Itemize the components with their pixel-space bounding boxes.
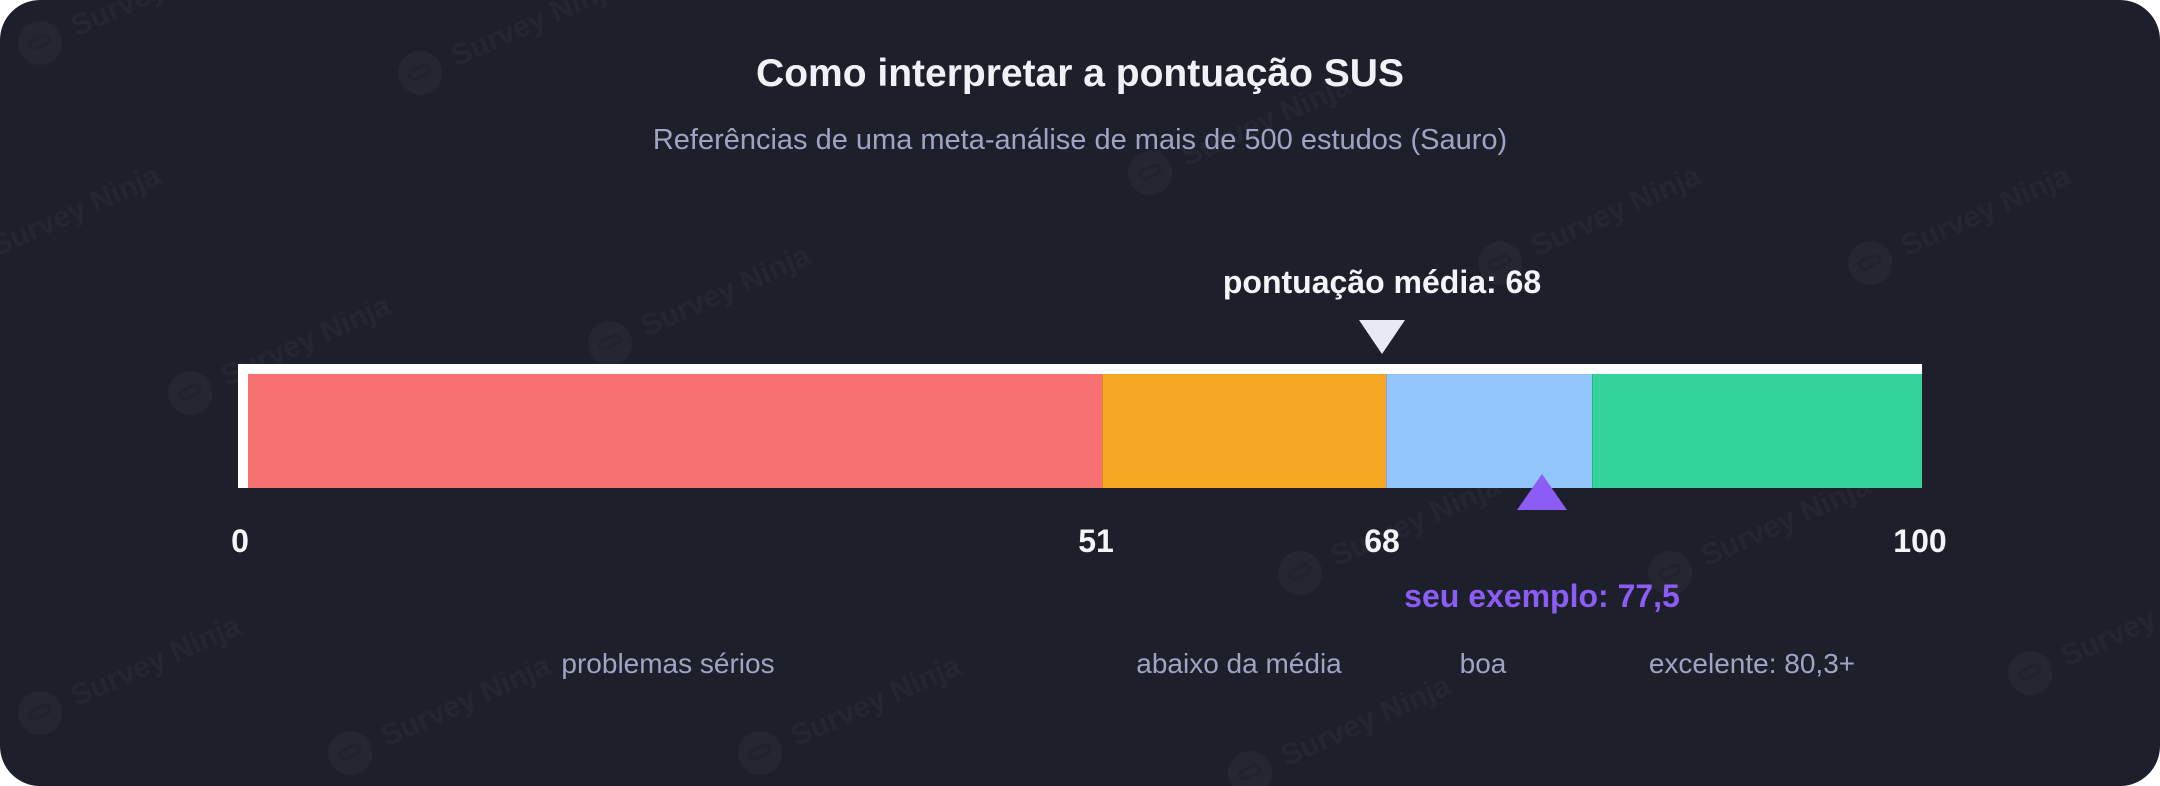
- scale-segments: [248, 374, 1922, 488]
- category-label-below-average: abaixo da média: [1136, 648, 1342, 679]
- segment-serious-problems: [248, 374, 1102, 488]
- average-marker-arrow: [1359, 320, 1405, 354]
- watermark: Survey Ninja: [2001, 564, 2160, 702]
- watermark-text: Survey Ninja: [0, 159, 166, 264]
- example-marker-arrow: [1517, 474, 1567, 510]
- average-score-label: pontuação média: 68: [1222, 264, 1542, 300]
- category-label-excellent: excelente: 80,3+: [1648, 648, 1856, 679]
- watermark-logo-icon: [1271, 544, 1329, 602]
- watermark-logo-icon: [731, 724, 789, 782]
- watermark-text: Survey Ninja: [1896, 159, 2076, 264]
- watermark-logo-icon: [161, 364, 219, 422]
- segment-below-average: [1101, 374, 1387, 488]
- segment-excellent: [1592, 374, 1922, 488]
- watermark-text: Survey Ninja: [1276, 669, 1456, 774]
- segment-good: [1386, 374, 1593, 488]
- watermark-logo-icon: [1841, 234, 1899, 292]
- watermark: Survey Ninja: [1221, 664, 1458, 786]
- watermark: Survey Ninja: [11, 604, 248, 742]
- tick-label-68: 68: [1364, 523, 1400, 559]
- watermark: Survey Ninja: [581, 234, 818, 372]
- chart-title: Como interpretar a pontuação SUS: [756, 52, 1404, 95]
- watermark-text: Survey Ninja: [636, 239, 816, 344]
- chart-subtitle: Referências de uma meta-análise de mais …: [652, 124, 1508, 156]
- category-label-serious-problems: problemas sérios: [561, 648, 775, 679]
- tick-label-0: 0: [231, 523, 249, 559]
- tick-label-51: 51: [1078, 523, 1114, 559]
- score-scale-bar: [238, 364, 1922, 488]
- watermark-text: Survey Ninja: [376, 649, 556, 754]
- watermark-text: Survey Ninja: [1526, 159, 1706, 264]
- watermark-logo-icon: [321, 724, 379, 782]
- watermark: Survey Ninja: [0, 154, 168, 292]
- watermark-text: Survey Ninja: [66, 609, 246, 714]
- watermark-logo-icon: [1221, 744, 1279, 786]
- watermark: Survey Ninja: [321, 644, 558, 782]
- example-score-label: seu exemplo: 77,5: [1404, 578, 1680, 614]
- watermark-logo-icon: [2001, 644, 2059, 702]
- category-label-good: boa: [1459, 648, 1507, 679]
- tick-label-100: 100: [1893, 523, 1947, 559]
- watermark-text: Survey Ninja: [66, 0, 246, 44]
- watermark-text: Survey Ninja: [2056, 569, 2160, 674]
- watermark: Survey Ninja: [1841, 154, 2078, 292]
- watermark-logo-icon: [11, 684, 69, 742]
- watermark-text: Survey Ninja: [786, 649, 966, 754]
